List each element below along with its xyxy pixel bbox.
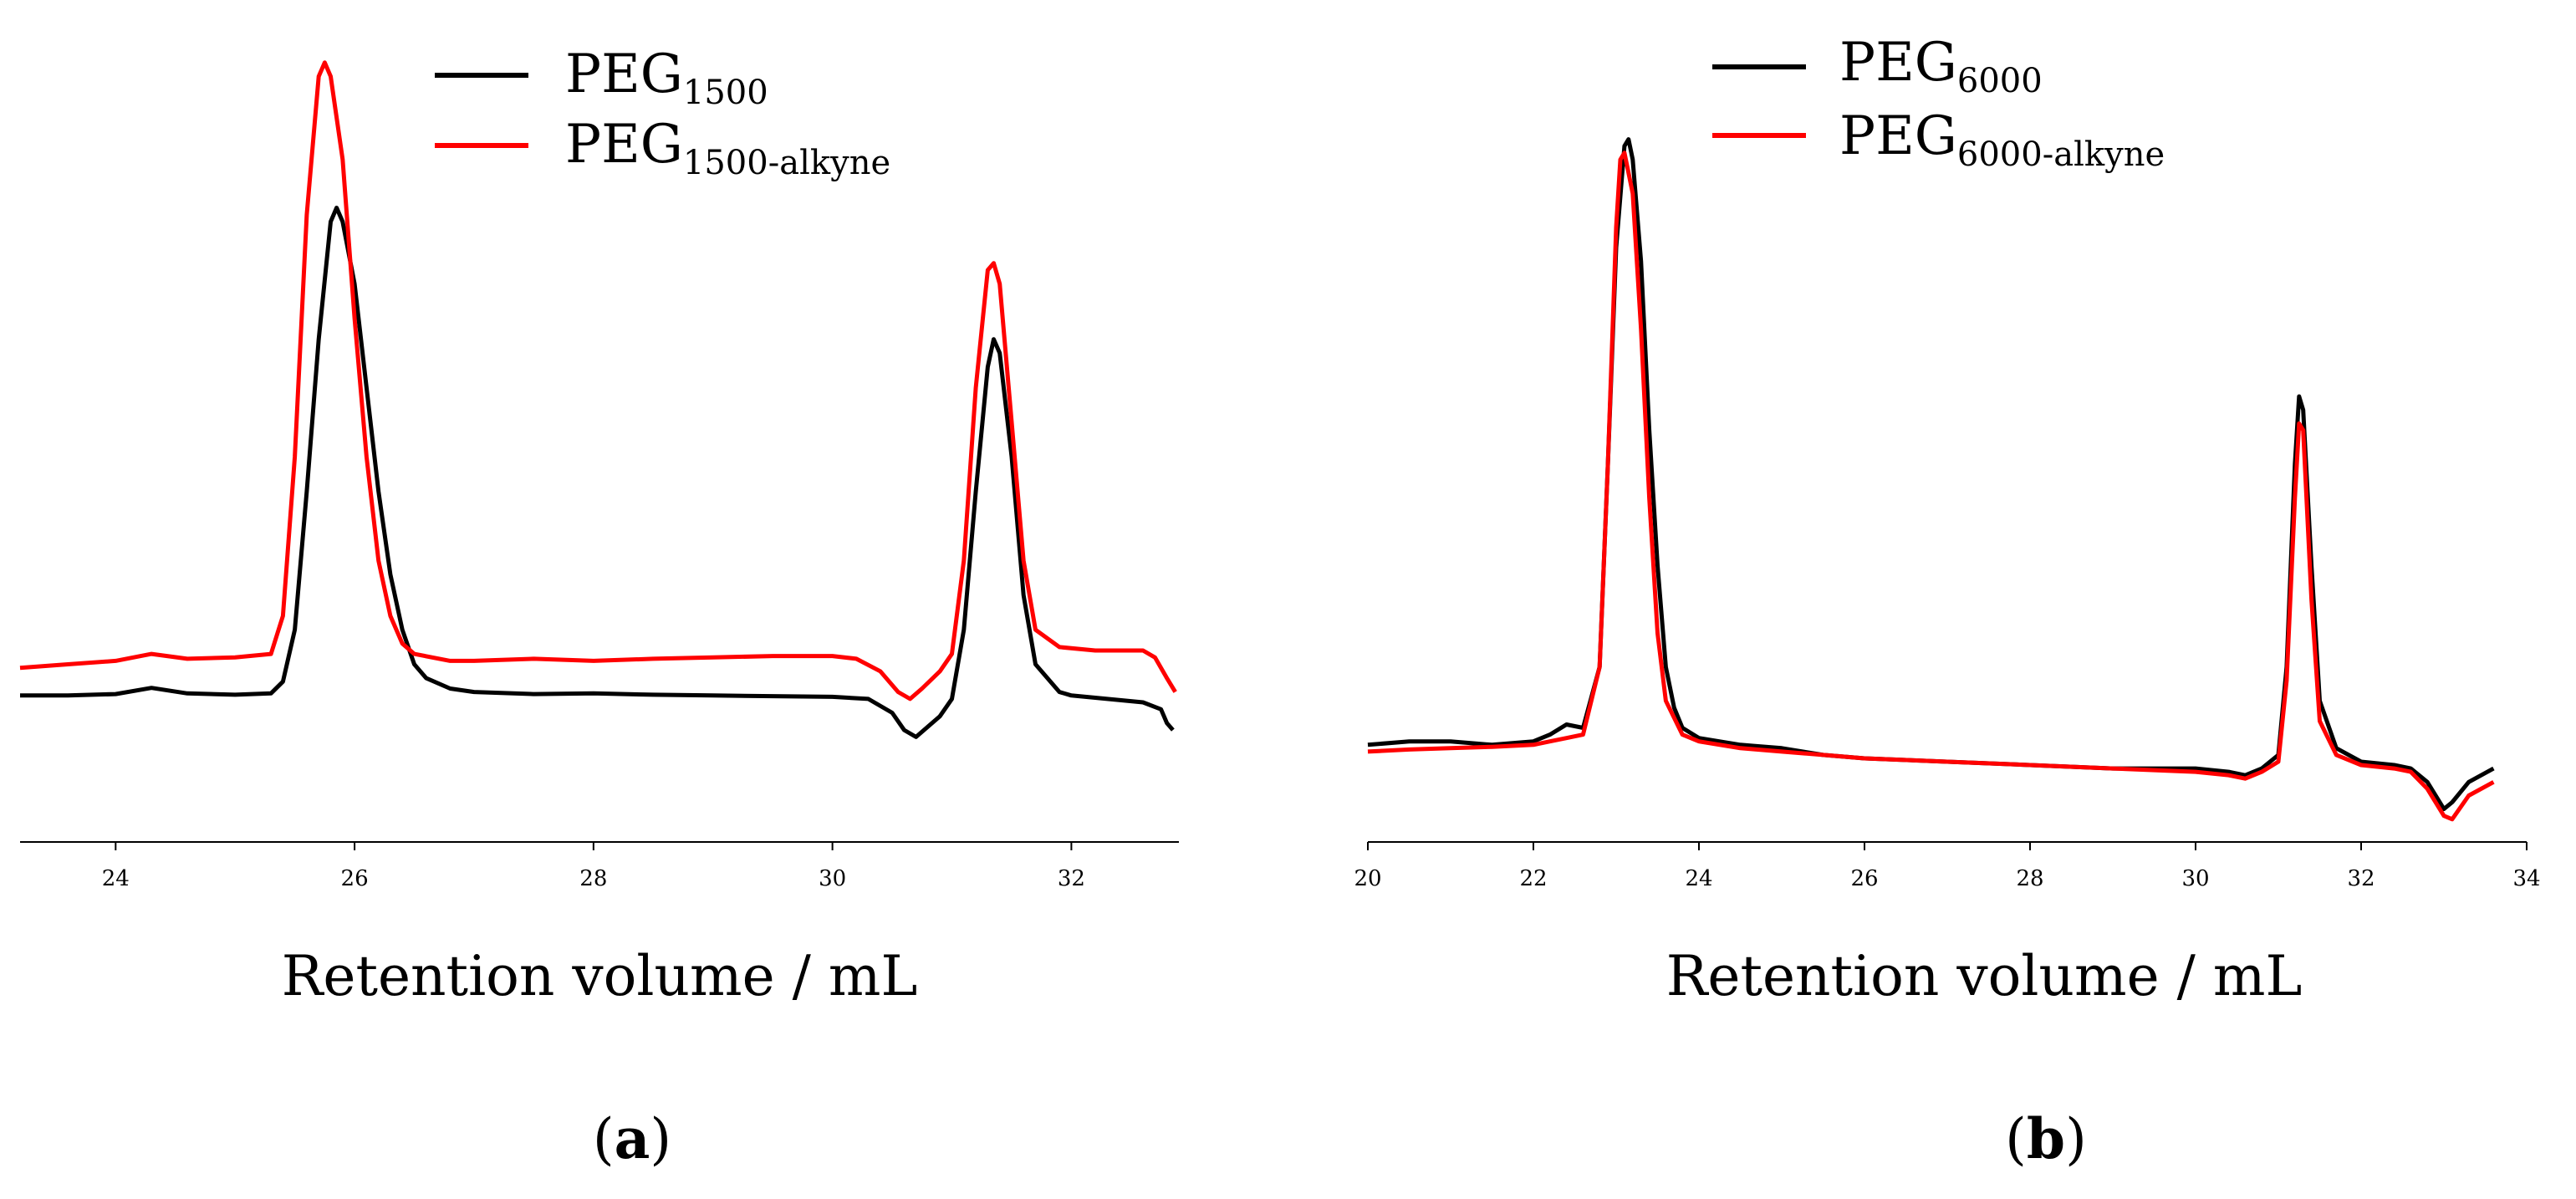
panel-b-label-open: ( (2005, 1107, 2027, 1171)
panel-b-legend-label-peg6000: PEG6000 (1839, 32, 2043, 100)
panel-a-x-tick-label: 28 (579, 866, 607, 891)
panel-b-x-tick-label: 34 (2512, 866, 2540, 891)
panel-a-label-close: ) (650, 1107, 671, 1171)
panel-a-series (19, 60, 1177, 739)
legend-name: PEG (1839, 32, 1957, 94)
panel-b-x-tick-label: 30 (2181, 866, 2209, 891)
panel-b-label-letter: b (2027, 1106, 2065, 1171)
panel-a-x-tick-label: 30 (819, 866, 846, 891)
legend-subscript: 1500-alkyne (683, 144, 890, 182)
panel-a-label-letter: a (615, 1106, 650, 1171)
panel-b-series-line-peg6000-alkyne (1367, 151, 2495, 822)
panel-b-legend: PEG6000 PEG6000-alkyne (1712, 32, 2165, 174)
legend-name: PEG (1839, 105, 1957, 167)
panel-b-x-tick-label: 20 (1354, 866, 1381, 891)
panel-b-label-close: ) (2065, 1107, 2087, 1171)
legend-subscript: 6000-alkyne (1957, 135, 2165, 174)
panel-a-series-line-peg1500 (20, 206, 1175, 739)
panel-a-label: (a) (593, 1106, 671, 1171)
legend-subscript: 1500 (683, 74, 768, 112)
panel-a-label-open: ( (593, 1107, 615, 1171)
panel-a-series-line-peg1500-alkyne (19, 60, 1177, 702)
panel-a-legend-label-peg1500-alkyne: PEG1500-alkyne (565, 114, 890, 182)
panel-b-x-axis-title: Retention volume / mL (1666, 944, 2303, 1008)
panel-b-x-tick-label: 24 (1685, 866, 1712, 891)
legend-name: PEG (565, 114, 683, 176)
panel-b-legend-label-peg6000-alkyne: PEG6000-alkyne (1839, 105, 2165, 174)
panel-a-legend-label-peg1500: PEG1500 (565, 43, 768, 112)
panel-b-chart: 20 22 24 26 28 30 32 34 Retention volume / mL P… (1354, 32, 2540, 1171)
legend-name: PEG (565, 43, 683, 105)
panel-b-x-tick-label: 26 (1850, 866, 1878, 891)
panel-b-x-tick-label: 32 (2347, 866, 2375, 891)
panel-a-legend: PEG1500 PEG1500-alkyne (435, 43, 890, 182)
panel-b-series (1367, 137, 2495, 822)
panel-b-label: (b) (2005, 1106, 2087, 1171)
panel-a-x-tick-label: 32 (1058, 866, 1085, 891)
legend-subscript: 6000 (1957, 62, 2043, 100)
panel-b-series-line-peg6000 (1367, 137, 2495, 812)
panel-b-x-tick-label: 22 (1519, 866, 1547, 891)
panel-a-ticks: 24 26 28 30 32 (102, 842, 1085, 891)
panel-b-ticks: 20 22 24 26 28 30 32 34 (1354, 842, 2541, 891)
panel-b-x-tick-label: 28 (2016, 866, 2043, 891)
panel-a-x-tick-label: 24 (102, 866, 130, 891)
panel-a-x-axis-title: Retention volume / mL (282, 944, 918, 1008)
panel-a-x-tick-label: 26 (341, 866, 369, 891)
panel-a-chart: 24 26 28 30 32 Retention volume / mL PEG1500… (19, 43, 1179, 1171)
